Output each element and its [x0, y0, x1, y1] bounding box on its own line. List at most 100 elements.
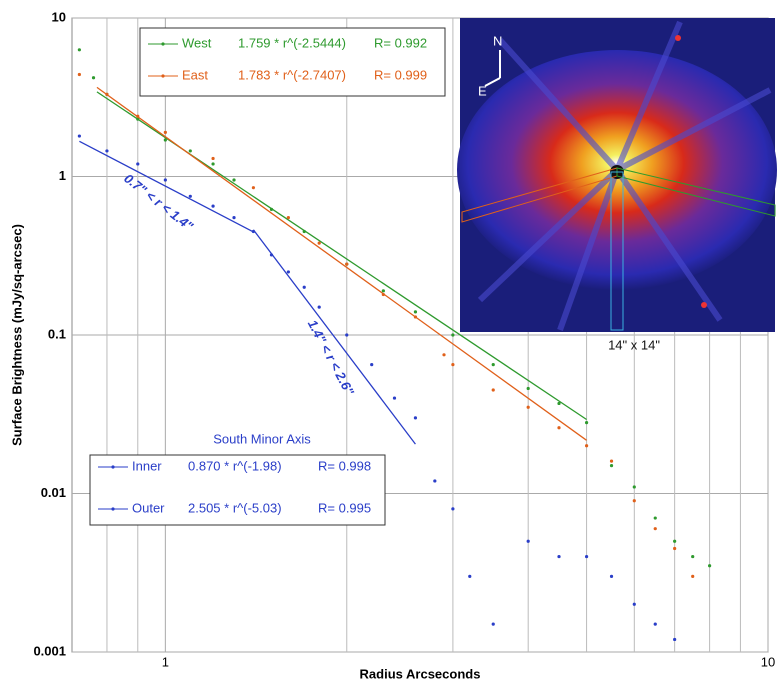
data-point: [491, 363, 495, 367]
data-point: [707, 564, 712, 568]
data-point: [653, 527, 657, 531]
data-point: [433, 479, 437, 483]
data-point: [491, 622, 495, 626]
compass-n-label: N: [493, 33, 502, 48]
data-point: [345, 262, 349, 266]
data-point: [491, 388, 495, 392]
data-point: [302, 285, 306, 289]
legend-swatch-dot: [161, 74, 165, 78]
legend-r: R= 0.998: [318, 458, 371, 473]
data-point: [345, 333, 349, 337]
legend-label: East: [182, 67, 208, 82]
data-point: [451, 333, 455, 337]
data-point: [163, 178, 167, 182]
inset-south-slit: [610, 171, 624, 331]
data-point: [673, 539, 677, 543]
x-tick-label: 1: [162, 654, 169, 669]
fit-line: [96, 86, 587, 441]
data-point: [673, 546, 677, 551]
data-point: [584, 554, 589, 559]
legend-label: West: [182, 35, 212, 50]
legend-swatch-dot: [111, 507, 115, 511]
y-tick-label: 0.001: [33, 643, 66, 658]
legend-title: South Minor Axis: [213, 431, 311, 446]
inset-west-wedge: [616, 167, 776, 217]
data-point: [211, 204, 215, 208]
legend-equation: 2.505 * r^(-5.03): [188, 500, 282, 515]
compass-e: [484, 77, 501, 87]
data-point: [136, 162, 140, 166]
data-point: [163, 130, 167, 134]
data-point: [584, 421, 589, 425]
data-point: [370, 363, 374, 367]
data-point: [557, 401, 561, 406]
data-point: [77, 72, 81, 77]
data-point: [584, 444, 589, 448]
inset-image: N E 14" x 14": [457, 18, 777, 352]
data-point: [188, 194, 192, 198]
inset-star: [701, 302, 707, 308]
data-point: [526, 539, 530, 543]
data-point: [451, 507, 455, 511]
data-point: [609, 463, 614, 468]
data-point: [609, 459, 614, 463]
data-point: [468, 574, 472, 578]
legend-box: [89, 454, 386, 526]
data-point: [609, 574, 614, 578]
data-point: [413, 310, 418, 314]
inset-star: [675, 35, 681, 41]
data-point: [317, 305, 321, 309]
compass-e-label: E: [478, 83, 487, 98]
data-point: [91, 76, 96, 80]
legend-box: [139, 27, 446, 97]
data-point: [317, 241, 321, 245]
data-point: [526, 386, 530, 391]
fit-line: [252, 229, 416, 445]
y-tick-label: 0.1: [48, 326, 66, 341]
data-point: [442, 353, 446, 357]
legend-label: Inner: [132, 458, 162, 473]
data-point: [632, 602, 636, 606]
data-point: [632, 485, 636, 489]
data-point: [251, 186, 256, 190]
data-point: [632, 499, 636, 503]
x-axis-title: Radius Arcseconds: [360, 666, 481, 681]
data-point: [691, 554, 695, 559]
data-point: [211, 162, 215, 166]
data-point: [77, 134, 81, 138]
y-tick-label: 10: [52, 9, 66, 24]
y-axis-title: Surface Brightness (mJy/sq-arcsec): [9, 224, 24, 446]
y-tick-label: 0.01: [41, 485, 66, 500]
inset-streaks: [477, 20, 772, 332]
data-point: [232, 178, 236, 182]
data-point: [673, 637, 677, 642]
legend-r: R= 0.999: [374, 67, 427, 82]
legend-label: Outer: [132, 500, 165, 515]
legend-swatch-dot: [161, 42, 165, 46]
legend-r: R= 0.992: [374, 35, 427, 50]
legend-equation: 1.783 * r^(-2.7407): [238, 67, 346, 82]
data-point: [211, 156, 215, 161]
data-point: [232, 216, 236, 220]
data-point: [557, 554, 561, 559]
legend-swatch-dot: [111, 465, 115, 469]
data-point: [392, 396, 397, 400]
data-point: [381, 289, 385, 293]
data-point: [163, 138, 167, 142]
data-point: [286, 216, 290, 220]
y-tick-label: 1: [59, 168, 66, 183]
data-point: [451, 363, 455, 367]
data-point: [691, 574, 695, 578]
legend-equation: 1.759 * r^(-2.5444): [238, 35, 346, 50]
data-point: [188, 149, 192, 153]
data-point: [653, 622, 657, 626]
data-point: [413, 416, 418, 420]
data-point: [526, 405, 530, 409]
data-point: [286, 270, 290, 274]
data-point: [653, 516, 657, 520]
legend-equation: 0.870 * r^(-1.98): [188, 458, 282, 473]
fit-line: [79, 140, 254, 233]
data-point: [105, 149, 109, 153]
data-point: [77, 48, 81, 52]
